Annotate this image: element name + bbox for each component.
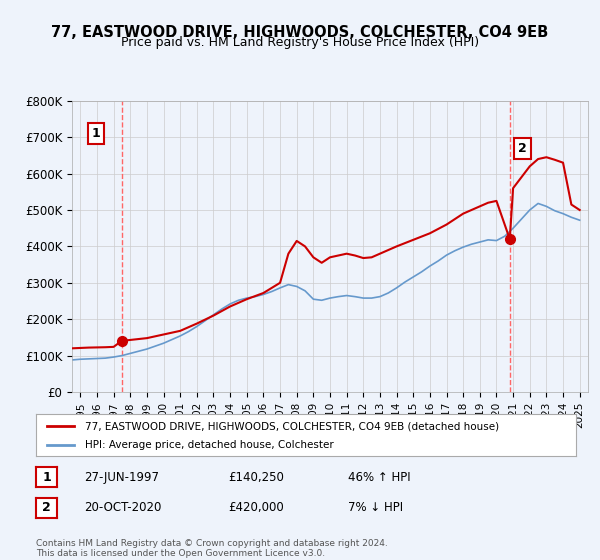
Text: 77, EASTWOOD DRIVE, HIGHWOODS, COLCHESTER, CO4 9EB: 77, EASTWOOD DRIVE, HIGHWOODS, COLCHESTE… (52, 25, 548, 40)
Text: Contains HM Land Registry data © Crown copyright and database right 2024.
This d: Contains HM Land Registry data © Crown c… (36, 539, 388, 558)
Text: 46% ↑ HPI: 46% ↑ HPI (348, 470, 410, 484)
Text: 20-OCT-2020: 20-OCT-2020 (84, 501, 161, 515)
Text: 2: 2 (42, 501, 51, 515)
Text: Price paid vs. HM Land Registry's House Price Index (HPI): Price paid vs. HM Land Registry's House … (121, 36, 479, 49)
Text: 2: 2 (518, 142, 527, 155)
Text: 1: 1 (42, 470, 51, 484)
Text: 1: 1 (92, 127, 100, 140)
Text: 27-JUN-1997: 27-JUN-1997 (84, 470, 159, 484)
Text: HPI: Average price, detached house, Colchester: HPI: Average price, detached house, Colc… (85, 440, 334, 450)
Text: £420,000: £420,000 (228, 501, 284, 515)
Text: 7% ↓ HPI: 7% ↓ HPI (348, 501, 403, 515)
Text: 77, EASTWOOD DRIVE, HIGHWOODS, COLCHESTER, CO4 9EB (detached house): 77, EASTWOOD DRIVE, HIGHWOODS, COLCHESTE… (85, 421, 499, 431)
Text: £140,250: £140,250 (228, 470, 284, 484)
